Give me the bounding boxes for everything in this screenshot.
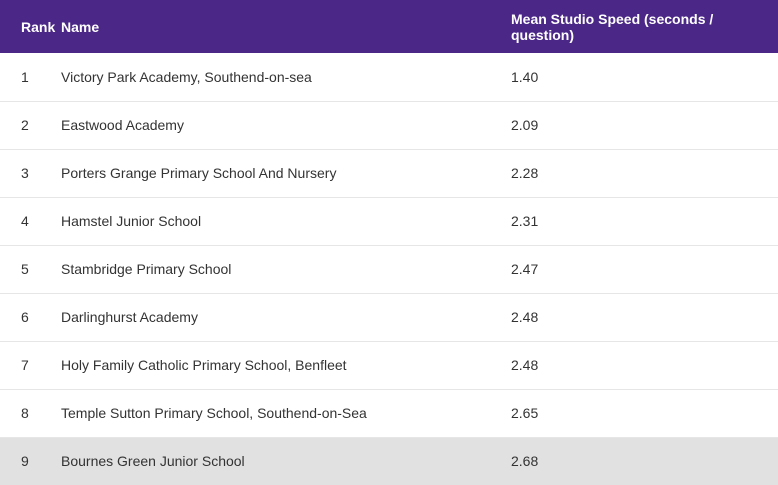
- cell-speed: 2.47: [511, 261, 539, 277]
- cell-name: Stambridge Primary School: [61, 261, 232, 277]
- cell-name: Holy Family Catholic Primary School, Ben…: [61, 357, 347, 373]
- cell-name: Porters Grange Primary School And Nurser…: [61, 165, 337, 181]
- cell-name: Darlinghurst Academy: [61, 309, 198, 325]
- header-speed[interactable]: Mean Studio Speed (seconds / question): [511, 10, 714, 43]
- table-row[interactable]: 6 Darlinghurst Academy 2.48: [0, 293, 778, 341]
- cell-rank: 2: [21, 117, 29, 133]
- cell-rank: 6: [21, 309, 29, 325]
- cell-rank: 3: [21, 165, 29, 181]
- cell-rank: 4: [21, 213, 29, 229]
- table-header-row: Rank Name Mean Studio Speed (seconds / q…: [0, 0, 778, 53]
- cell-rank: 5: [21, 261, 29, 277]
- cell-name: Temple Sutton Primary School, Southend-o…: [61, 405, 367, 421]
- header-rank[interactable]: Rank: [21, 18, 56, 35]
- cell-speed: 2.28: [511, 165, 539, 181]
- table-row-highlighted[interactable]: 9 Bournes Green Junior School 2.68: [0, 437, 778, 485]
- table-row[interactable]: 4 Hamstel Junior School 2.31: [0, 197, 778, 245]
- cell-rank: 8: [21, 405, 29, 421]
- header-name[interactable]: Name: [61, 18, 100, 35]
- table-row[interactable]: 1 Victory Park Academy, Southend-on-sea …: [0, 53, 778, 101]
- table-row[interactable]: 3 Porters Grange Primary School And Nurs…: [0, 149, 778, 197]
- cell-speed: 2.48: [511, 357, 539, 373]
- cell-speed: 2.09: [511, 117, 539, 133]
- cell-speed: 2.65: [511, 405, 539, 421]
- cell-name: Victory Park Academy, Southend-on-sea: [61, 68, 312, 85]
- cell-rank: 9: [21, 453, 29, 470]
- table-row[interactable]: 5 Stambridge Primary School 2.47: [0, 245, 778, 293]
- cell-rank: 1: [21, 68, 29, 85]
- cell-speed: 2.68: [511, 453, 539, 470]
- cell-name: Hamstel Junior School: [61, 213, 202, 229]
- table-row[interactable]: 7 Holy Family Catholic Primary School, B…: [0, 341, 778, 389]
- table-row[interactable]: 8 Temple Sutton Primary School, Southend…: [0, 389, 778, 437]
- cell-rank: 7: [21, 357, 29, 373]
- cell-speed: 2.31: [511, 213, 539, 229]
- cell-name: Eastwood Academy: [61, 117, 184, 133]
- table-row[interactable]: 2 Eastwood Academy 2.09: [0, 101, 778, 149]
- cell-speed: 2.48: [511, 309, 539, 325]
- cell-speed: 1.40: [511, 68, 539, 85]
- cell-name: Bournes Green Junior School: [61, 453, 245, 470]
